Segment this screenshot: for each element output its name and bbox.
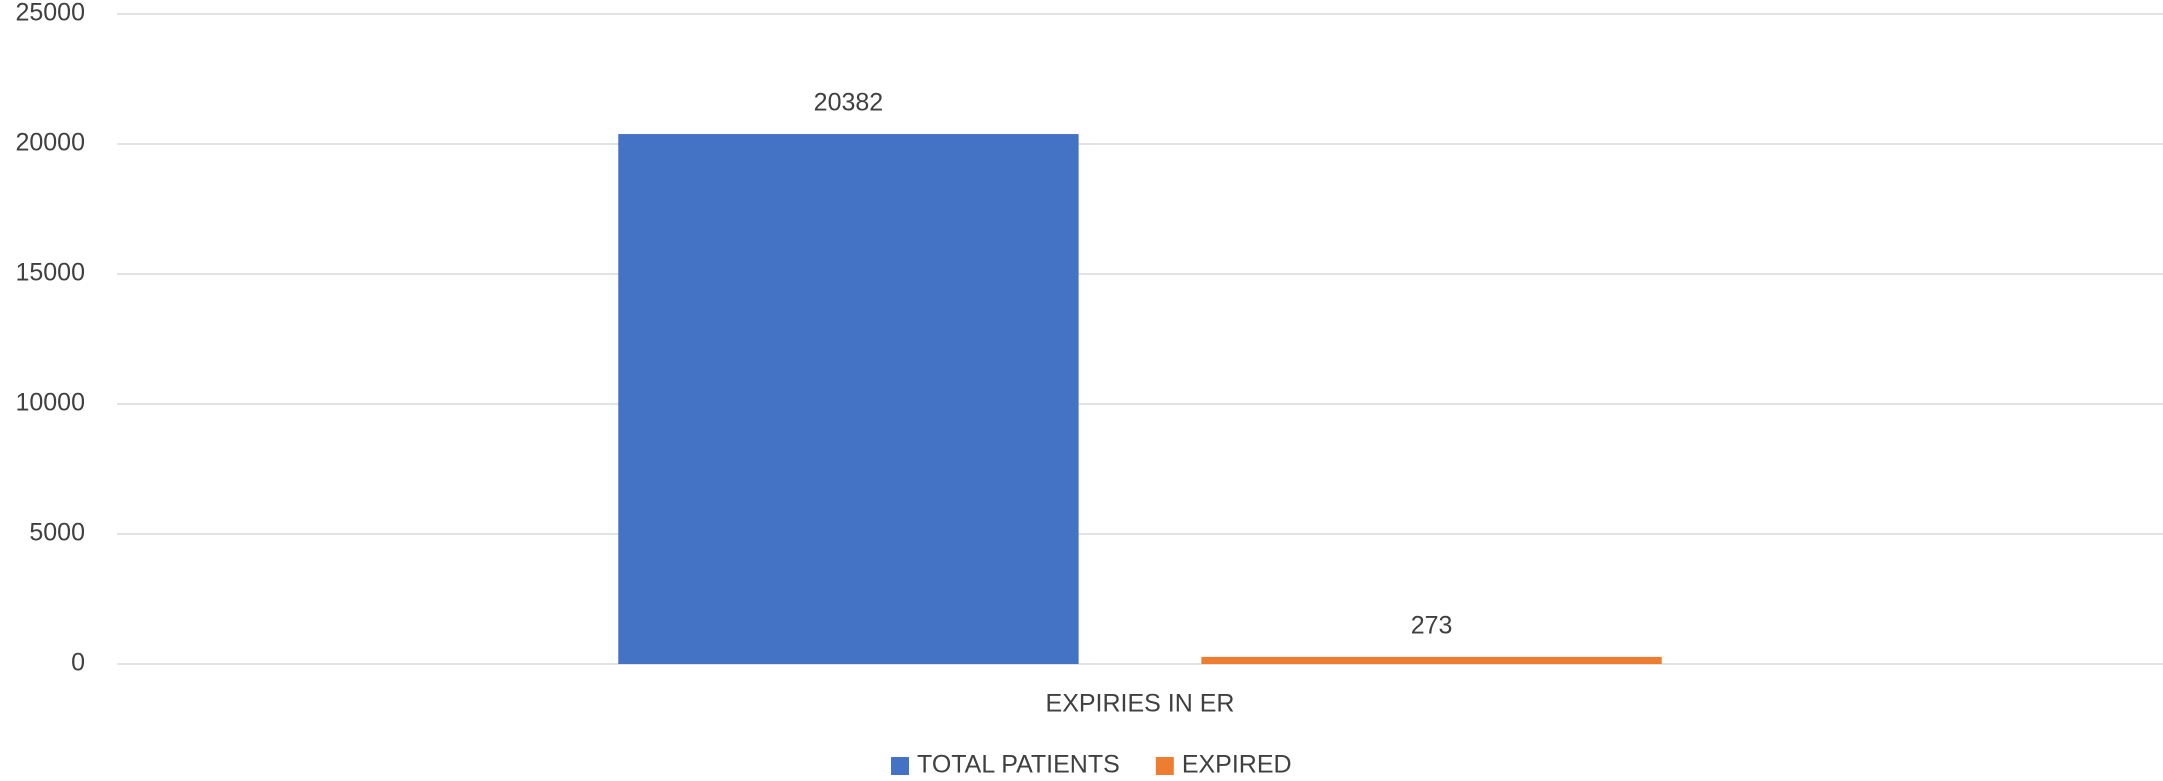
y-tick-label: 10000 <box>15 389 85 417</box>
legend-swatch <box>891 757 909 775</box>
legend-label: TOTAL PATIENTS <box>917 751 1120 779</box>
legend-swatch <box>1155 757 1174 775</box>
data-label: 273 <box>1411 612 1453 640</box>
y-tick-label: 20000 <box>15 129 85 157</box>
y-tick-label: 5000 <box>29 519 85 547</box>
legend-label: EXPIRED <box>1182 751 1292 779</box>
x-tick-label: EXPIRIES IN ER <box>1046 690 1235 718</box>
bar <box>618 134 1079 664</box>
y-tick-label: 25000 <box>15 0 85 27</box>
y-tick-label: 15000 <box>15 259 85 287</box>
y-tick-label: 0 <box>71 649 85 677</box>
data-label: 20382 <box>814 89 884 117</box>
bar <box>1201 656 1662 664</box>
